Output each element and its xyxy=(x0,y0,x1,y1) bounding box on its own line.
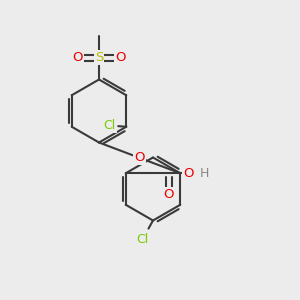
Text: H: H xyxy=(199,167,209,180)
Text: O: O xyxy=(134,152,145,164)
Text: O: O xyxy=(183,167,194,180)
Text: O: O xyxy=(164,188,174,201)
Text: O: O xyxy=(72,51,83,64)
Text: O: O xyxy=(115,51,126,64)
Text: Cl: Cl xyxy=(136,232,148,246)
Text: S: S xyxy=(95,51,103,64)
Text: Cl: Cl xyxy=(104,119,116,132)
